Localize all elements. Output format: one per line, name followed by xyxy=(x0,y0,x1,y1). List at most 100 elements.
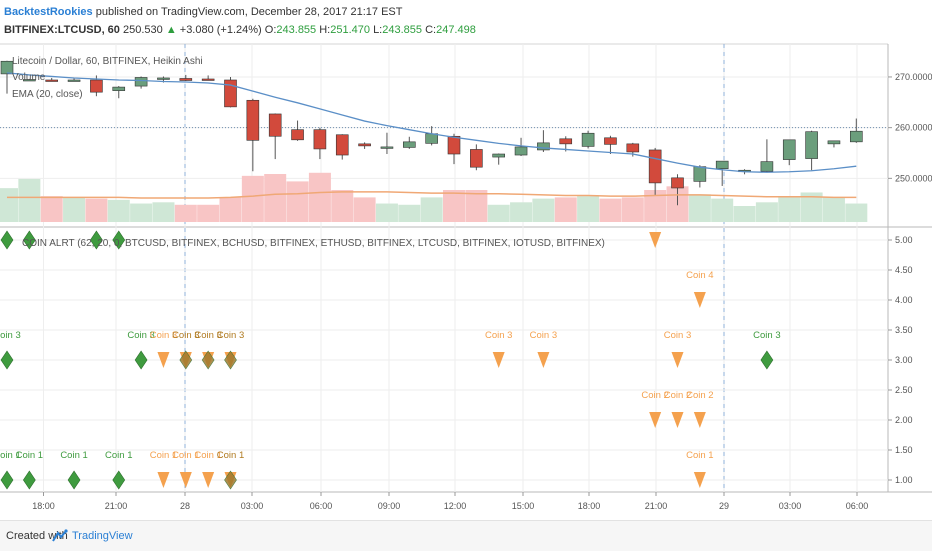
x-tick-label: 03:00 xyxy=(241,501,264,511)
volume-bar xyxy=(688,194,711,222)
sell-triangle-marker xyxy=(693,472,706,488)
alert-label: Coin 3 xyxy=(485,330,512,341)
volume-bar xyxy=(241,175,264,222)
volume-bar xyxy=(107,199,130,222)
indicator-tick-label: 1.00 xyxy=(895,475,913,485)
candle-body xyxy=(514,146,528,156)
candle-body xyxy=(246,99,260,141)
volume-bar xyxy=(845,203,868,222)
tradingview-brand-link[interactable]: TradingView xyxy=(72,530,133,542)
indicator-tick-label: 4.50 xyxy=(895,265,913,275)
volume-bar xyxy=(0,188,18,222)
alert-label: Coin 3 xyxy=(172,330,199,341)
volume-bar xyxy=(219,197,242,222)
volume-bar xyxy=(443,190,465,222)
buy-diamond-marker xyxy=(760,350,774,370)
volume-bar xyxy=(18,178,41,222)
volume-bars xyxy=(0,172,868,222)
candle-body xyxy=(45,79,59,82)
alert-label: Coin 2 xyxy=(686,390,713,401)
tradingview-logo-icon[interactable] xyxy=(52,529,68,546)
volume-bar xyxy=(308,172,331,222)
volume-bar xyxy=(130,203,153,222)
buy-diamond-marker xyxy=(0,350,14,370)
sell-triangle-marker xyxy=(179,472,192,488)
close-value: 247.498 xyxy=(436,24,476,36)
alert-label: Coin 3 xyxy=(127,330,154,341)
indicator-lines xyxy=(6,72,857,199)
footer: Created with TradingView xyxy=(0,520,932,551)
x-tick-label: 21:00 xyxy=(105,501,128,511)
alert-label: Coin 1 xyxy=(105,450,132,461)
publish-header: BacktestRookies published on TradingView… xyxy=(4,6,402,18)
symbol-header: BITFINEX:LTCUSD, 60 250.530 ▲ +3.080 (+1… xyxy=(4,24,476,36)
sell-triangle-marker xyxy=(157,472,170,488)
price-tick-label: 250.0000 xyxy=(895,173,932,183)
volume-bar xyxy=(577,196,600,222)
volume-bar xyxy=(375,203,398,222)
candle-body xyxy=(291,129,304,141)
candle-body xyxy=(112,86,126,91)
volume-bar xyxy=(63,197,86,222)
candle-body xyxy=(827,140,841,145)
x-tick-label: 15:00 xyxy=(512,501,535,511)
alert-label: Coin 3 xyxy=(217,330,244,341)
alert-label: Coin 1 xyxy=(686,450,713,461)
legend-title: Litecoin / Dollar, 60, BITFINEX, Heikin … xyxy=(12,56,203,67)
created-with-text: Created with xyxy=(6,530,68,542)
high-value: 251.470 xyxy=(330,24,370,36)
buy-diamond-marker xyxy=(224,470,237,490)
x-tick-label: 28 xyxy=(180,501,190,511)
sell-triangle-marker xyxy=(671,412,684,428)
x-tick-label: 06:00 xyxy=(846,501,869,511)
volume-bar xyxy=(420,197,443,222)
x-tick-label: 12:00 xyxy=(444,501,467,511)
volume-bar xyxy=(264,174,287,222)
candle-body xyxy=(693,166,707,182)
volume-bar xyxy=(621,197,644,222)
candle-body xyxy=(805,131,818,159)
price-candles xyxy=(0,60,863,206)
candle-body xyxy=(671,177,684,189)
volume-bar xyxy=(644,190,667,222)
candle-body xyxy=(470,149,483,168)
volume-bar xyxy=(465,190,488,222)
sell-triangle-marker xyxy=(693,292,706,308)
buy-diamond-marker xyxy=(0,470,14,490)
buy-diamond-marker xyxy=(112,230,126,250)
volume-bar xyxy=(152,202,175,222)
indicator-tick-label: 5.00 xyxy=(895,235,913,245)
alert-label: Coin 4 xyxy=(686,270,713,281)
alert-label: Coin 3 xyxy=(194,330,221,341)
buy-diamond-marker xyxy=(134,350,148,370)
indicator-tick-label: 4.00 xyxy=(895,295,913,305)
alert-label: Coin 3 xyxy=(664,330,691,341)
x-tick-label: 18:00 xyxy=(578,501,601,511)
candle-body xyxy=(179,78,193,81)
low-label: L: xyxy=(373,24,383,36)
alert-label: Coin 2 xyxy=(641,390,668,401)
sell-triangle-marker xyxy=(202,472,215,488)
buy-diamond-marker xyxy=(201,350,215,370)
candle-body xyxy=(0,60,14,75)
candle-body xyxy=(715,160,729,170)
candle-body xyxy=(157,77,170,80)
sell-triangle-marker xyxy=(157,352,170,368)
volume-bar xyxy=(733,206,756,222)
buy-diamond-marker xyxy=(90,230,103,250)
candle-body xyxy=(67,79,81,82)
x-tick-label: 21:00 xyxy=(645,501,668,511)
x-tick-label: 29 xyxy=(719,501,729,511)
legend-indicator: COIN ALRT (62, 20, 0, BTCUSD, BITFINEX, … xyxy=(22,238,605,249)
symbol-name: BITFINEX:LTCUSD, 60 xyxy=(4,24,120,36)
sell-triangle-marker xyxy=(649,232,662,248)
buy-diamond-marker xyxy=(112,470,126,490)
volume-bar xyxy=(800,192,823,222)
author-link[interactable]: BacktestRookies xyxy=(4,6,93,18)
volume-bar xyxy=(197,204,220,222)
candle-body xyxy=(425,133,438,144)
volume-bar xyxy=(353,197,376,222)
alert-label: Coin 1 xyxy=(172,450,199,461)
